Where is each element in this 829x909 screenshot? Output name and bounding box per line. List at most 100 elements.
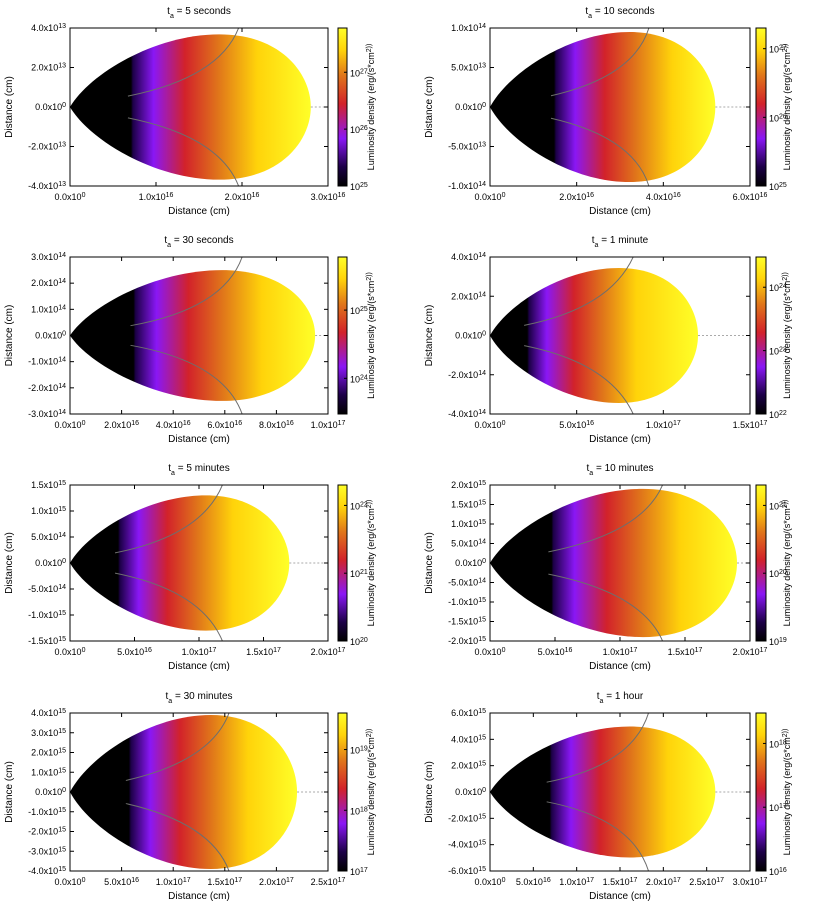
x-tick-label: 6.0x1016 bbox=[733, 192, 768, 203]
y-axis-label: Distance (cm) bbox=[4, 76, 15, 138]
y-tick-label: 2.0x1014 bbox=[451, 291, 486, 302]
x-tick-label: 5.0x1016 bbox=[117, 647, 152, 658]
y-tick-label: 1.0x1015 bbox=[451, 519, 486, 530]
upper-boundary-curve bbox=[114, 485, 223, 554]
x-tick-label: 5.0x1016 bbox=[559, 420, 594, 431]
y-tick-label: 0.0x100 bbox=[35, 330, 66, 341]
upper-boundary-curve bbox=[130, 257, 243, 327]
upper-boundary-curve bbox=[524, 257, 634, 326]
lower-boundary-curve bbox=[130, 344, 243, 414]
lower-boundary-curve bbox=[127, 117, 240, 186]
luminosity-region bbox=[70, 495, 290, 631]
luminosity-region bbox=[490, 267, 698, 404]
y-tick-label: -2.0x1013 bbox=[28, 141, 66, 152]
y-tick-label: 2.0x1015 bbox=[31, 747, 66, 758]
lower-boundary-curve bbox=[114, 572, 223, 641]
y-tick-label: 2.0x1015 bbox=[451, 760, 486, 771]
y-tick-label: 1.0x1015 bbox=[31, 767, 66, 778]
colorbar-label: Luminosity density (erg/(s*cm2)) bbox=[366, 272, 377, 399]
x-tick-label: 1.0x1016 bbox=[139, 192, 174, 203]
x-tick-label: 0.0x100 bbox=[55, 647, 86, 658]
colorbar-tick-label: 1025 bbox=[350, 306, 368, 317]
x-tick-label: 3.0x1016 bbox=[311, 192, 346, 203]
y-tick-label: -3.0x1015 bbox=[28, 846, 66, 857]
x-axis-label: Distance (cm) bbox=[589, 434, 651, 445]
colorbar-label: Luminosity density (erg/(s*cm2)) bbox=[366, 44, 377, 171]
x-tick-label: 2.0x1016 bbox=[559, 192, 594, 203]
panel-2: 0.0x100 2.0x1016 4.0x1016 6.0x1016 -1.0x1014… bbox=[424, 6, 792, 217]
colorbar-tick-label: 1026 bbox=[769, 113, 787, 124]
y-tick-label: 3.0x1014 bbox=[31, 252, 66, 263]
y-tick-label: 1.0x1015 bbox=[31, 506, 66, 517]
panel-title: ta = 30 seconds bbox=[164, 235, 233, 249]
x-tick-label: 0.0x100 bbox=[55, 192, 86, 203]
x-axis-label: Distance (cm) bbox=[589, 891, 651, 902]
y-tick-label: -2.0x1014 bbox=[28, 382, 66, 393]
y-tick-label: 0.0x100 bbox=[455, 102, 486, 113]
x-tick-label: 2.0x1017 bbox=[646, 877, 681, 888]
panel-title: ta = 10 seconds bbox=[585, 6, 654, 20]
y-tick-label: 1.5x1015 bbox=[451, 499, 486, 510]
x-tick-label: 1.5x1017 bbox=[733, 420, 768, 431]
x-tick-label: 1.5x1017 bbox=[207, 877, 242, 888]
panel-1: 0.0x100 1.0x1016 2.0x1016 3.0x1016 -4.0x1013… bbox=[4, 6, 376, 217]
colorbar-tick-label: 1018 bbox=[350, 806, 368, 817]
panel-6: 0.0x100 5.0x1016 1.0x1017 1.5x1017 2.0x1017 -… bbox=[424, 463, 792, 672]
y-tick-label: -1.0x1015 bbox=[448, 597, 486, 608]
y-tick-label: 0.0x100 bbox=[455, 558, 486, 569]
panel-7: 0.0x100 5.0x1016 1.0x1017 1.5x1017 2.0x1017 2… bbox=[4, 691, 376, 902]
colorbar-tick-label: 1027 bbox=[350, 68, 368, 79]
colorbar-tick-label: 1020 bbox=[350, 637, 368, 648]
x-axis-label: Distance (cm) bbox=[589, 661, 651, 672]
y-axis-label: Distance (cm) bbox=[4, 761, 15, 823]
colorbar-tick-label: 1017 bbox=[769, 803, 787, 814]
x-tick-label: 2.0x1016 bbox=[104, 420, 139, 431]
colorbar-label: Luminosity density (erg/(s*cm2)) bbox=[782, 44, 793, 171]
colorbar bbox=[755, 256, 767, 415]
x-tick-label: 1.0x1017 bbox=[156, 877, 191, 888]
colorbar-tick-label: 1018 bbox=[769, 739, 787, 750]
y-tick-label: 4.0x1015 bbox=[31, 708, 66, 719]
colorbar bbox=[337, 712, 348, 872]
x-tick-label: 2.0x1017 bbox=[733, 647, 768, 658]
y-tick-label: 1.0x1014 bbox=[451, 23, 486, 34]
lower-boundary-curve bbox=[550, 117, 650, 186]
x-tick-label: 2.0x1017 bbox=[311, 647, 346, 658]
y-tick-label: -1.0x1014 bbox=[448, 181, 486, 192]
colorbar-tick-label: 1024 bbox=[769, 283, 787, 294]
panel-title: ta = 1 hour bbox=[597, 691, 644, 705]
colorbar-label: Luminosity density (erg/(s*cm2)) bbox=[366, 729, 377, 856]
colorbar-tick-label: 1023 bbox=[769, 346, 787, 357]
panel-3: 0.0x100 2.0x1016 4.0x1016 6.0x1016 8.0x1016 1… bbox=[4, 235, 376, 445]
lower-boundary-curve bbox=[546, 801, 650, 871]
x-tick-label: 1.5x1017 bbox=[668, 647, 703, 658]
colorbar-label: Luminosity density (erg/(s*cm2)) bbox=[782, 272, 793, 399]
colorbar-label: Luminosity density (erg/(s*cm2)) bbox=[782, 500, 793, 627]
y-axis-label: Distance (cm) bbox=[424, 305, 435, 367]
x-axis-label: Distance (cm) bbox=[168, 891, 230, 902]
panel-title: ta = 5 minutes bbox=[168, 463, 229, 477]
colorbar-label: Luminosity density (erg/(s*cm2)) bbox=[366, 500, 377, 627]
lower-boundary-curve bbox=[125, 803, 230, 871]
colorbar bbox=[755, 484, 767, 642]
y-tick-label: -4.0x1015 bbox=[448, 839, 486, 850]
x-tick-label: 1.0x1017 bbox=[559, 877, 594, 888]
colorbar-tick-label: 1020 bbox=[769, 569, 787, 580]
y-tick-label: 5.0x1014 bbox=[451, 538, 486, 549]
x-tick-label: 2.0x1017 bbox=[259, 877, 294, 888]
colorbar-tick-label: 1026 bbox=[350, 125, 368, 136]
y-tick-label: 3.0x1015 bbox=[31, 727, 66, 738]
luminosity-region bbox=[70, 714, 298, 870]
y-tick-label: 2.0x1013 bbox=[31, 62, 66, 73]
y-tick-label: -3.0x1014 bbox=[28, 409, 66, 420]
upper-boundary-curve bbox=[550, 28, 650, 97]
x-tick-label: 1.5x1017 bbox=[603, 877, 638, 888]
panel-8: 0.0x100 5.0x1016 1.0x1017 1.5x1017 2.0x1017 2… bbox=[424, 691, 792, 902]
y-tick-label: 0.0x100 bbox=[455, 330, 486, 341]
x-tick-label: 4.0x1016 bbox=[156, 420, 191, 431]
x-tick-label: 2.5x1017 bbox=[689, 877, 724, 888]
colorbar bbox=[755, 27, 767, 187]
panel-5: 0.0x100 5.0x1016 1.0x1017 1.5x1017 2.0x1017 -… bbox=[4, 463, 376, 672]
x-tick-label: 0.0x100 bbox=[475, 877, 506, 888]
y-axis-label: Distance (cm) bbox=[4, 305, 15, 367]
